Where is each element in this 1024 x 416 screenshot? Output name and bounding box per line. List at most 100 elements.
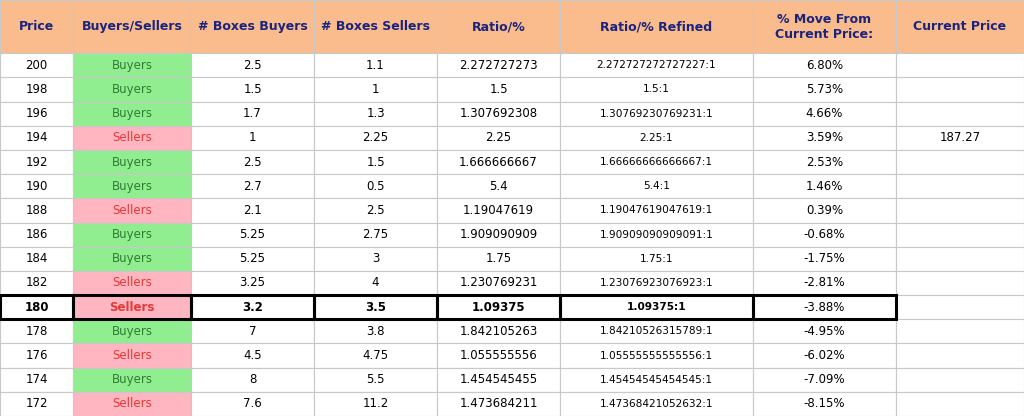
Bar [73, 53, 191, 77]
Text: # Boxes Sellers: # Boxes Sellers [321, 20, 430, 33]
Bar [896, 319, 1024, 344]
Bar [437, 0, 560, 53]
Bar [314, 295, 437, 319]
Text: 4.5: 4.5 [243, 349, 262, 362]
Bar [191, 174, 314, 198]
Text: Buyers: Buyers [112, 156, 153, 168]
Text: 2.272727273: 2.272727273 [459, 59, 538, 72]
Bar [191, 271, 314, 295]
Bar [191, 102, 314, 126]
Text: 2.272727272727227:1: 2.272727272727227:1 [597, 60, 717, 70]
Bar [73, 126, 191, 150]
Bar [0, 150, 73, 174]
Bar [753, 77, 896, 102]
Bar [896, 247, 1024, 271]
Text: 2.7: 2.7 [243, 180, 262, 193]
Text: 3.2: 3.2 [242, 301, 263, 314]
Bar [314, 0, 437, 53]
Text: Buyers: Buyers [112, 59, 153, 72]
Text: Buyers: Buyers [112, 180, 153, 193]
Bar [191, 392, 314, 416]
Bar [314, 392, 437, 416]
Text: 1.3: 1.3 [367, 107, 385, 120]
Bar [896, 126, 1024, 150]
Bar [560, 0, 753, 53]
Text: 5.5: 5.5 [367, 373, 385, 386]
Bar [314, 247, 437, 271]
Bar [0, 126, 73, 150]
Bar [191, 319, 314, 344]
Text: 1.23076923076923:1: 1.23076923076923:1 [600, 278, 714, 288]
Text: 2.53%: 2.53% [806, 156, 843, 168]
Text: 1.46%: 1.46% [806, 180, 843, 193]
Bar [437, 150, 560, 174]
Text: 0.39%: 0.39% [806, 204, 843, 217]
Bar [0, 102, 73, 126]
Bar [314, 53, 437, 77]
Text: 1.45454545454545:1: 1.45454545454545:1 [600, 375, 713, 385]
Bar [560, 150, 753, 174]
Text: 1.05555555555556:1: 1.05555555555556:1 [600, 351, 713, 361]
Bar [0, 53, 73, 77]
Bar [560, 247, 753, 271]
Bar [0, 0, 73, 53]
Bar [0, 295, 73, 319]
Bar [560, 344, 753, 368]
Text: 5.4: 5.4 [489, 180, 508, 193]
Bar [73, 368, 191, 392]
Bar [73, 295, 191, 319]
Text: 1.1: 1.1 [367, 59, 385, 72]
Bar [314, 368, 437, 392]
Bar [191, 0, 314, 53]
Bar [560, 102, 753, 126]
Bar [73, 0, 191, 53]
Bar [73, 319, 191, 344]
Text: Sellers: Sellers [112, 349, 152, 362]
Text: 200: 200 [26, 59, 48, 72]
Text: 182: 182 [26, 277, 48, 290]
Text: 1.09375:1: 1.09375:1 [627, 302, 686, 312]
Bar [753, 174, 896, 198]
Bar [0, 319, 73, 344]
Text: 1.842105263: 1.842105263 [460, 325, 538, 338]
Bar [73, 174, 191, 198]
Bar [437, 77, 560, 102]
Bar [0, 344, 73, 368]
Bar [0, 271, 73, 295]
Text: 1.307692308: 1.307692308 [460, 107, 538, 120]
Text: Price: Price [18, 20, 54, 33]
Text: 1.666666667: 1.666666667 [459, 156, 538, 168]
Bar [560, 126, 753, 150]
Text: 1: 1 [372, 83, 379, 96]
Text: Buyers: Buyers [112, 107, 153, 120]
Text: 2.1: 2.1 [243, 204, 262, 217]
Bar [73, 77, 191, 102]
Bar [314, 271, 437, 295]
Bar [314, 102, 437, 126]
Bar [314, 126, 437, 150]
Bar [437, 295, 560, 319]
Text: Buyers: Buyers [112, 325, 153, 338]
Text: 188: 188 [26, 204, 48, 217]
Bar [314, 174, 437, 198]
Text: 2.5: 2.5 [243, 59, 262, 72]
Bar [753, 295, 896, 319]
Bar [73, 344, 191, 368]
Bar [73, 102, 191, 126]
Bar [437, 271, 560, 295]
Text: 187.27: 187.27 [939, 131, 981, 144]
Text: 2.25: 2.25 [485, 131, 512, 144]
Text: 0.5: 0.5 [367, 180, 385, 193]
Bar [560, 53, 753, 77]
Text: 1.5: 1.5 [243, 83, 262, 96]
Bar [896, 271, 1024, 295]
Text: 4.75: 4.75 [362, 349, 388, 362]
Bar [437, 295, 560, 319]
Bar [191, 368, 314, 392]
Bar [314, 77, 437, 102]
Text: 1.055555556: 1.055555556 [460, 349, 538, 362]
Text: -1.75%: -1.75% [804, 252, 846, 265]
Text: Sellers: Sellers [110, 301, 155, 314]
Text: 1.5:1: 1.5:1 [643, 84, 670, 94]
Text: 4.66%: 4.66% [806, 107, 843, 120]
